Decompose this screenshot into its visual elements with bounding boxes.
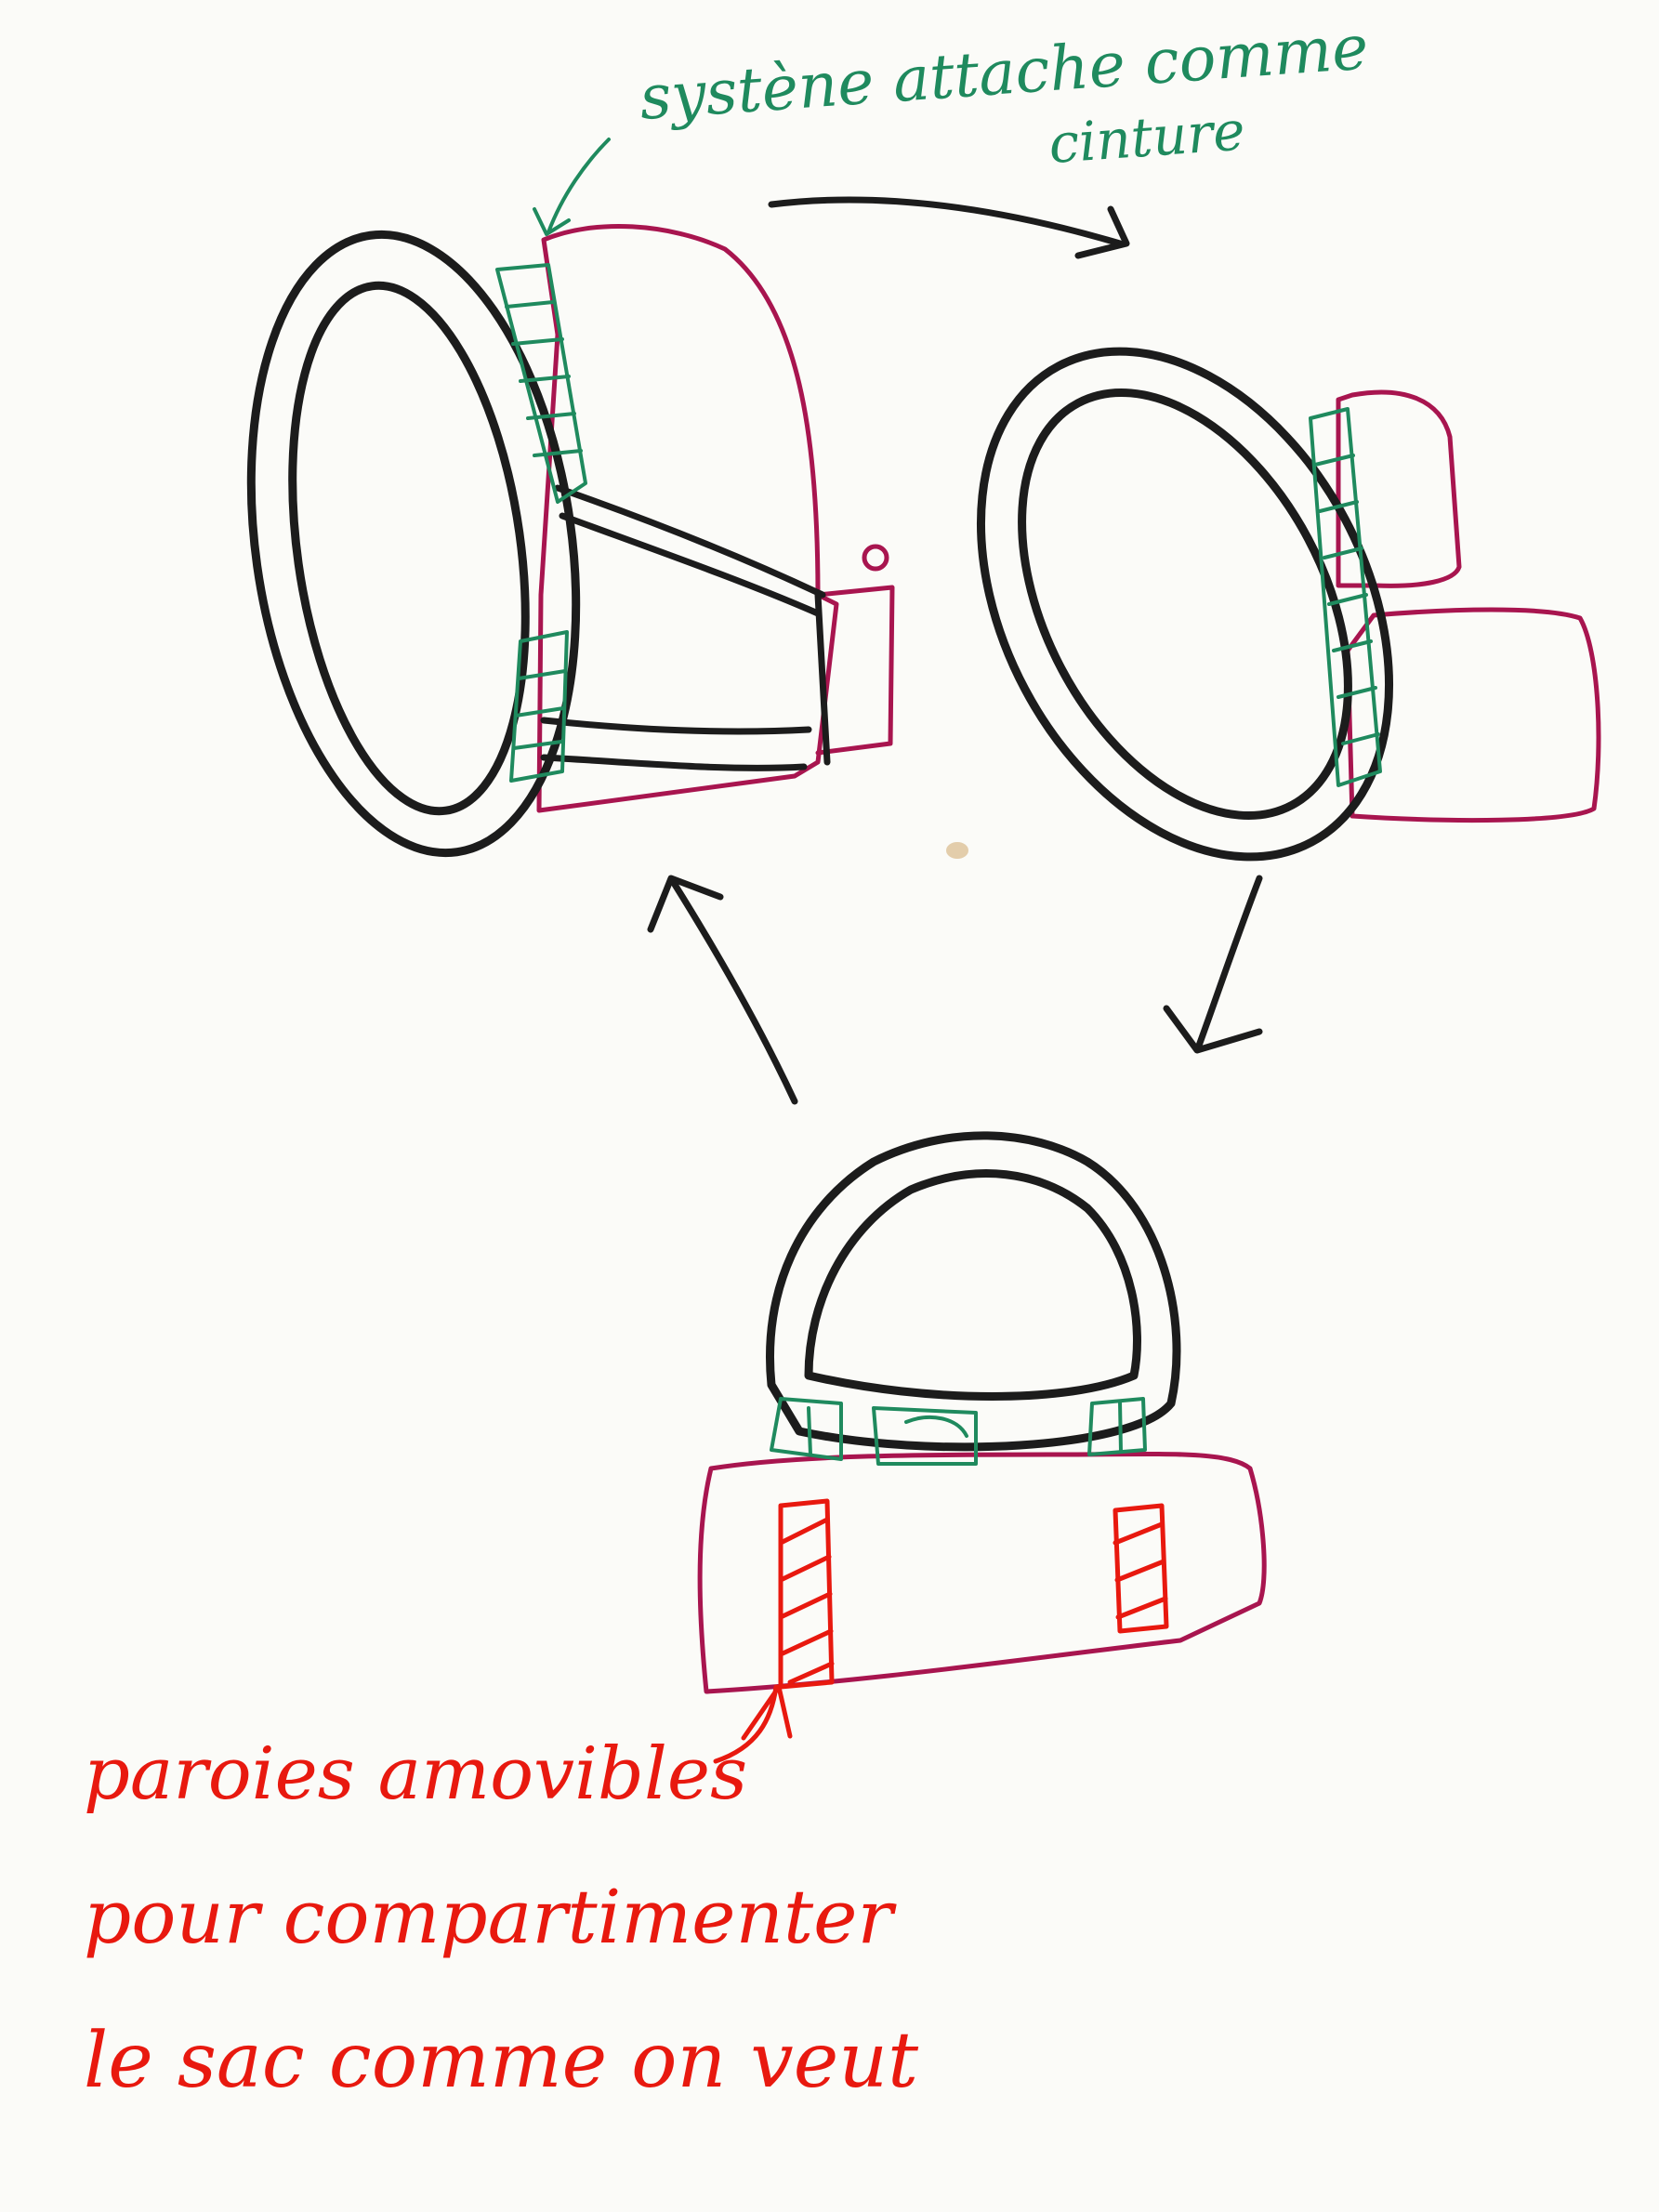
ring-outer (246, 230, 581, 858)
pointer-walls-note (713, 1684, 793, 1764)
note-walls-line-3: le sac comme on veut (84, 2017, 919, 2105)
note-belt-line-2: cinture (1047, 99, 1246, 176)
ring-outer-front (766, 1131, 1181, 1452)
ring-inner (288, 281, 530, 816)
belt-attachment-left (495, 263, 587, 783)
belt-attachment-front (770, 1397, 1147, 1466)
paper-stain (946, 842, 968, 859)
compartment-upper (1336, 389, 1462, 588)
note-walls-line-2: pour compartimenter (84, 1874, 898, 1960)
bag-front-outline (697, 1451, 1267, 1694)
arrow-bottom-to-left-icon (647, 875, 798, 1105)
strap-bottom (540, 717, 812, 735)
note-walls-line-1: paroies amovibles (84, 1732, 747, 1816)
sketch-bag-front-view (697, 1131, 1267, 1694)
bag-clip (862, 544, 889, 572)
ring-inner-front (804, 1169, 1141, 1401)
pointer-belt-note (533, 138, 611, 236)
belt-attachment-right (1309, 407, 1382, 787)
ring-inner-side (1018, 388, 1352, 820)
note-belt-line-1: systène attache comme (638, 11, 1371, 134)
ring-outer-side (977, 347, 1393, 862)
sketch-bag-side-view (977, 347, 1601, 862)
removable-wall-right (1113, 1503, 1169, 1634)
compartment-lower (1345, 607, 1601, 823)
strap-top (554, 484, 826, 599)
arrow-top-to-right-icon (768, 196, 1130, 259)
sketch-bag-open-view (246, 224, 895, 858)
arrow-right-to-bottom-icon (1163, 875, 1263, 1054)
removable-wall-left (778, 1498, 835, 1690)
